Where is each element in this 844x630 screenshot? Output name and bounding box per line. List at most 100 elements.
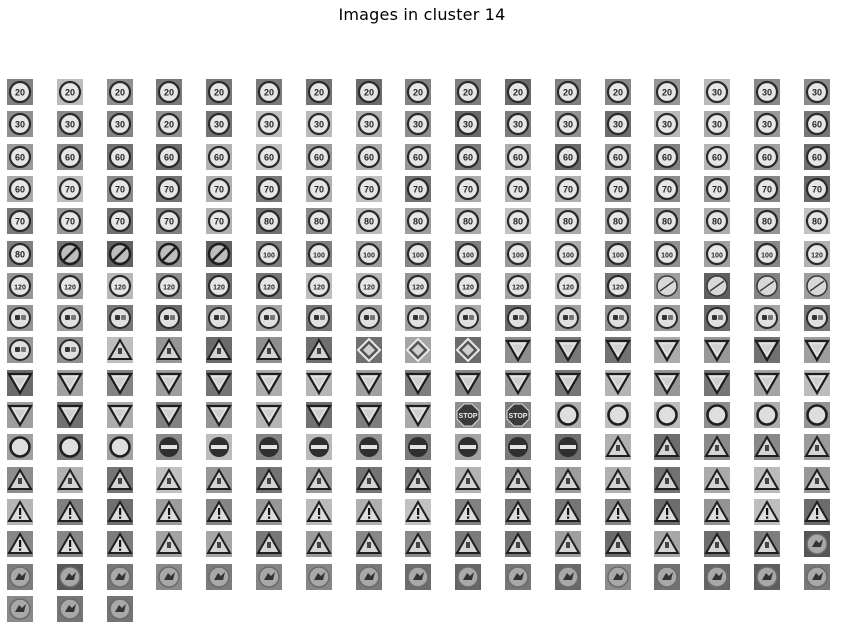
cluster-thumbnail-s60: 60 (455, 144, 481, 170)
cluster-thumbnail-car (57, 337, 83, 363)
svg-text:80: 80 (264, 216, 274, 226)
cluster-thumbnail-diamond (356, 337, 382, 363)
svg-text:100: 100 (412, 252, 424, 259)
cluster-thumbnail-car (256, 305, 282, 331)
svg-text:20: 20 (65, 87, 75, 97)
cluster-thumbnail-car (107, 305, 133, 331)
svg-text:20: 20 (413, 87, 423, 97)
cluster-thumbnail-ring (704, 402, 730, 428)
cluster-thumbnail-warn (704, 499, 730, 525)
cluster-thumbnail-s100: 100 (256, 241, 282, 267)
cluster-thumbnail-s60: 60 (57, 144, 83, 170)
cluster-thumbnail-bar (405, 434, 431, 460)
svg-text:70: 70 (115, 184, 125, 194)
cluster-thumbnail-ring (605, 402, 631, 428)
cluster-thumbnail-s120: 120 (505, 273, 531, 299)
svg-text:30: 30 (264, 119, 274, 129)
cluster-thumbnail-yield (206, 402, 232, 428)
cluster-thumbnail-tri (605, 434, 631, 460)
cluster-thumbnail-s30: 30 (654, 111, 680, 137)
cluster-thumbnail-s60: 60 (405, 144, 431, 170)
cluster-thumbnail-endlim (754, 273, 780, 299)
svg-text:80: 80 (762, 216, 772, 226)
cluster-thumbnail-s20: 20 (206, 79, 232, 105)
cluster-thumbnail-blob (704, 564, 730, 590)
cluster-thumbnail-s30: 30 (107, 111, 133, 137)
svg-text:70: 70 (762, 184, 772, 194)
cluster-thumbnail-car (206, 305, 232, 331)
cluster-thumbnail-yield (654, 370, 680, 396)
cluster-thumbnail-car (754, 305, 780, 331)
cluster-thumbnail-s70: 70 (654, 176, 680, 202)
cluster-thumbnail-s30: 30 (555, 111, 581, 137)
cluster-thumbnail-tri (306, 467, 332, 493)
cluster-thumbnail-tri (555, 531, 581, 557)
cluster-thumbnail-ring (7, 434, 33, 460)
svg-text:70: 70 (314, 184, 324, 194)
cluster-thumbnail-yield (306, 370, 332, 396)
cluster-thumbnail-s30: 30 (306, 111, 332, 137)
cluster-thumbnail-tri (256, 467, 282, 493)
cluster-thumbnail-yield (505, 370, 531, 396)
cluster-thumbnail-blob (356, 564, 382, 590)
svg-text:30: 30 (712, 119, 722, 129)
cluster-thumbnail-s100: 100 (405, 241, 431, 267)
cluster-thumbnail-car (555, 305, 581, 331)
cluster-thumbnail-tri (654, 434, 680, 460)
cluster-thumbnail-bar (306, 434, 332, 460)
svg-text:70: 70 (364, 184, 374, 194)
cluster-thumbnail-ring (754, 402, 780, 428)
cluster-thumbnail-s120: 120 (256, 273, 282, 299)
cluster-thumbnail-tri (306, 531, 332, 557)
svg-text:100: 100 (363, 252, 375, 259)
cluster-thumbnail-s100: 100 (505, 241, 531, 267)
cluster-thumbnail-s120: 120 (555, 273, 581, 299)
cluster-thumbnail-s20: 20 (156, 79, 182, 105)
cluster-thumbnail-yield (555, 370, 581, 396)
svg-text:30: 30 (513, 119, 523, 129)
cluster-thumbnail-yield (605, 337, 631, 363)
cluster-thumbnail-tri (654, 531, 680, 557)
cluster-thumbnail-s80: 80 (256, 208, 282, 234)
cluster-thumbnail-endlim (704, 273, 730, 299)
cluster-thumbnail-warn (256, 499, 282, 525)
svg-text:70: 70 (413, 184, 423, 194)
cluster-thumbnail-s30: 30 (356, 111, 382, 137)
cluster-thumbnail-s120: 120 (7, 273, 33, 299)
cluster-thumbnail-car (654, 305, 680, 331)
cluster-thumbnail-tri (256, 531, 282, 557)
cluster-thumbnail-s60: 60 (804, 144, 830, 170)
svg-text:70: 70 (214, 184, 224, 194)
cluster-thumbnail-s60: 60 (804, 111, 830, 137)
cluster-thumbnail-s60: 60 (654, 144, 680, 170)
cluster-thumbnail-s60: 60 (256, 144, 282, 170)
cluster-thumbnail-s100: 100 (306, 241, 332, 267)
cluster-thumbnail-s20: 20 (555, 79, 581, 105)
cluster-thumbnail-s70: 70 (754, 176, 780, 202)
svg-text:70: 70 (613, 184, 623, 194)
cluster-thumbnail-s30: 30 (256, 111, 282, 137)
cluster-thumbnail-yield (57, 370, 83, 396)
cluster-thumbnail-car (156, 305, 182, 331)
svg-text:80: 80 (15, 249, 25, 259)
cluster-thumbnail-s30: 30 (505, 111, 531, 137)
cluster-thumbnail-tri (57, 467, 83, 493)
svg-text:70: 70 (712, 184, 722, 194)
svg-text:70: 70 (563, 184, 573, 194)
cluster-thumbnail-warn (7, 499, 33, 525)
svg-text:30: 30 (563, 119, 573, 129)
cluster-thumbnail-warn (107, 531, 133, 557)
cluster-thumbnail-s80: 80 (555, 208, 581, 234)
cluster-thumbnail-tri (107, 467, 133, 493)
cluster-thumbnail-yield (605, 370, 631, 396)
cluster-thumbnail-tri (356, 467, 382, 493)
cluster-thumbnail-car (804, 305, 830, 331)
cluster-thumbnail-car (455, 305, 481, 331)
svg-text:70: 70 (65, 184, 75, 194)
cluster-thumbnail-s70: 70 (256, 176, 282, 202)
cluster-thumbnail-s120: 120 (455, 273, 481, 299)
svg-text:60: 60 (314, 152, 324, 162)
cluster-thumbnail-warn (754, 499, 780, 525)
svg-text:30: 30 (115, 119, 125, 129)
